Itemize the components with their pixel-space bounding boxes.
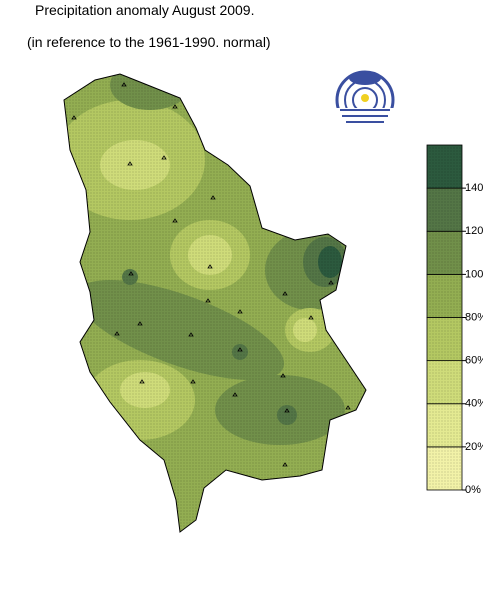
legend-dots [427, 274, 462, 318]
legend-dots [427, 145, 462, 189]
legend-label: 60% [465, 355, 483, 367]
map-title: Precipitation anomaly August 2009. [35, 2, 254, 18]
border [63, 73, 367, 533]
legend-label: 40% [465, 398, 483, 410]
legend-label: 80% [465, 311, 483, 323]
legend-label: 0% [465, 484, 481, 496]
legend: 0% 20% 40% 60% 80% 100% 120% 140% [426, 144, 483, 496]
map-subtitle: (in reference to the 1961-1990. normal) [27, 34, 271, 50]
stations [71, 82, 351, 467]
legend-dots [427, 403, 462, 447]
legend-dots [427, 360, 462, 404]
map-area [64, 74, 366, 532]
logo [335, 70, 395, 130]
legend-dots [427, 188, 462, 232]
legend-dots [427, 231, 462, 275]
legend-label: 100% [465, 268, 483, 280]
legend-label: 140% [465, 182, 483, 194]
legend-dots [427, 317, 462, 361]
legend-label: 120% [465, 225, 483, 237]
legend-label: 20% [465, 441, 483, 453]
legend-dots [427, 446, 462, 490]
